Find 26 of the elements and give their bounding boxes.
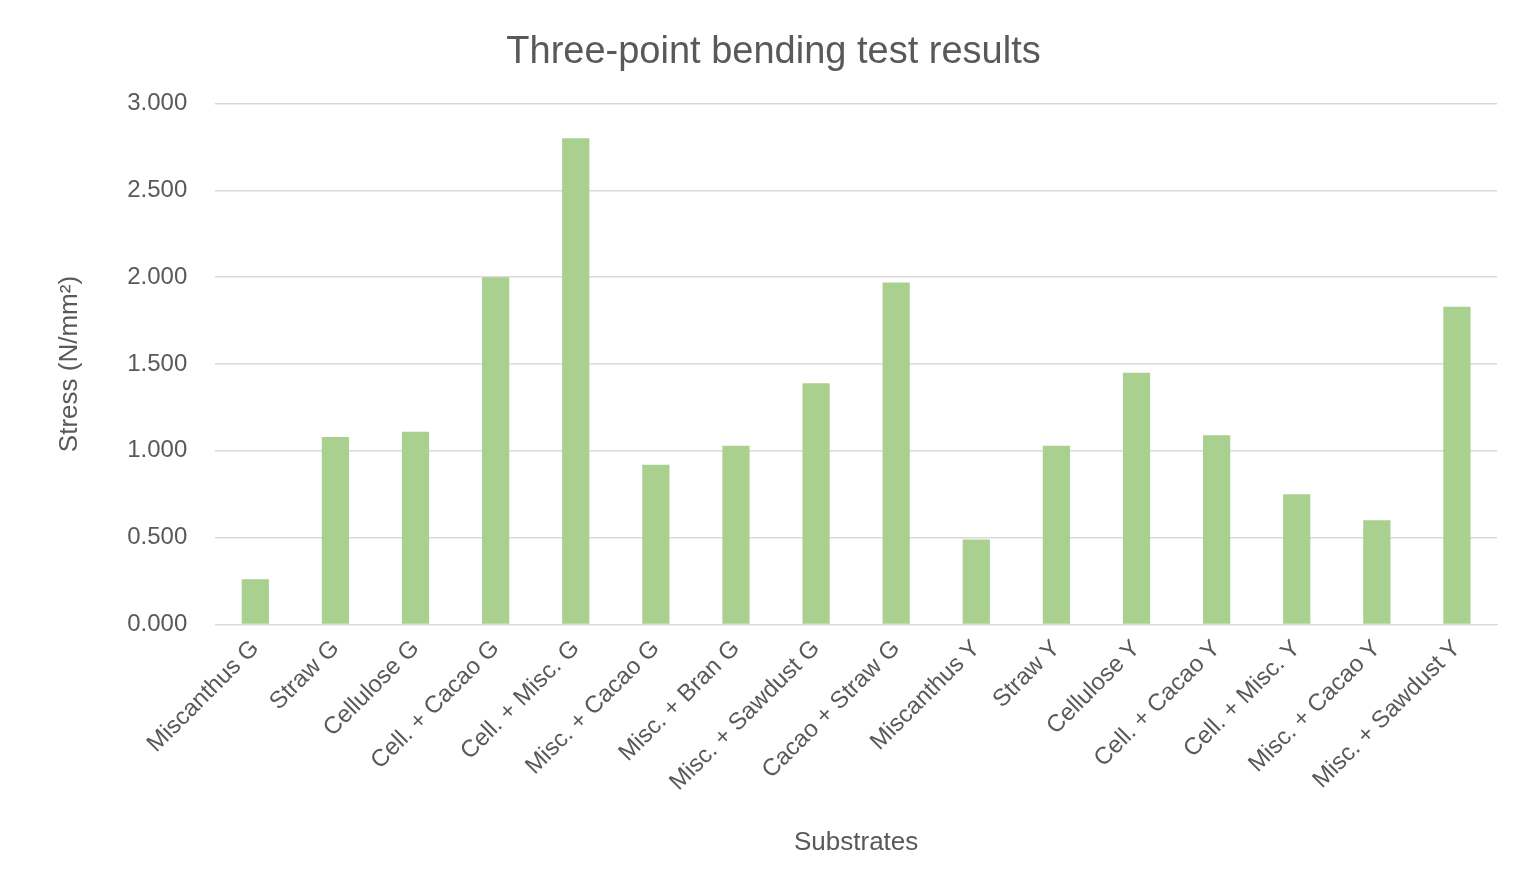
y-tick-label: 1.500 bbox=[127, 348, 188, 376]
chart-title: Three-point bending test results bbox=[506, 29, 1041, 72]
bar bbox=[802, 383, 830, 624]
bar bbox=[1042, 445, 1071, 624]
bar bbox=[321, 436, 350, 624]
bar bbox=[882, 282, 910, 624]
bar bbox=[1283, 494, 1311, 624]
bar bbox=[1203, 435, 1231, 624]
y-tick-label: 3.000 bbox=[127, 88, 188, 116]
bar bbox=[1363, 520, 1391, 624]
bar bbox=[722, 445, 750, 624]
y-tick-label: 2.500 bbox=[127, 175, 188, 203]
y-axis-title: Stress (N/mm²) bbox=[52, 275, 83, 453]
bar bbox=[562, 138, 590, 624]
bar bbox=[642, 464, 670, 624]
bar bbox=[1443, 306, 1471, 624]
bar bbox=[1122, 372, 1151, 624]
y-tick-label: 0.000 bbox=[127, 609, 188, 637]
x-axis-title: Substrates bbox=[793, 825, 919, 856]
bar bbox=[241, 579, 269, 624]
y-tick-label: 1.000 bbox=[127, 435, 188, 463]
bar bbox=[962, 539, 990, 624]
y-tick-label: 2.000 bbox=[127, 261, 188, 289]
y-tick-label: 0.500 bbox=[127, 522, 188, 550]
bar bbox=[401, 431, 430, 624]
bar bbox=[482, 277, 510, 624]
